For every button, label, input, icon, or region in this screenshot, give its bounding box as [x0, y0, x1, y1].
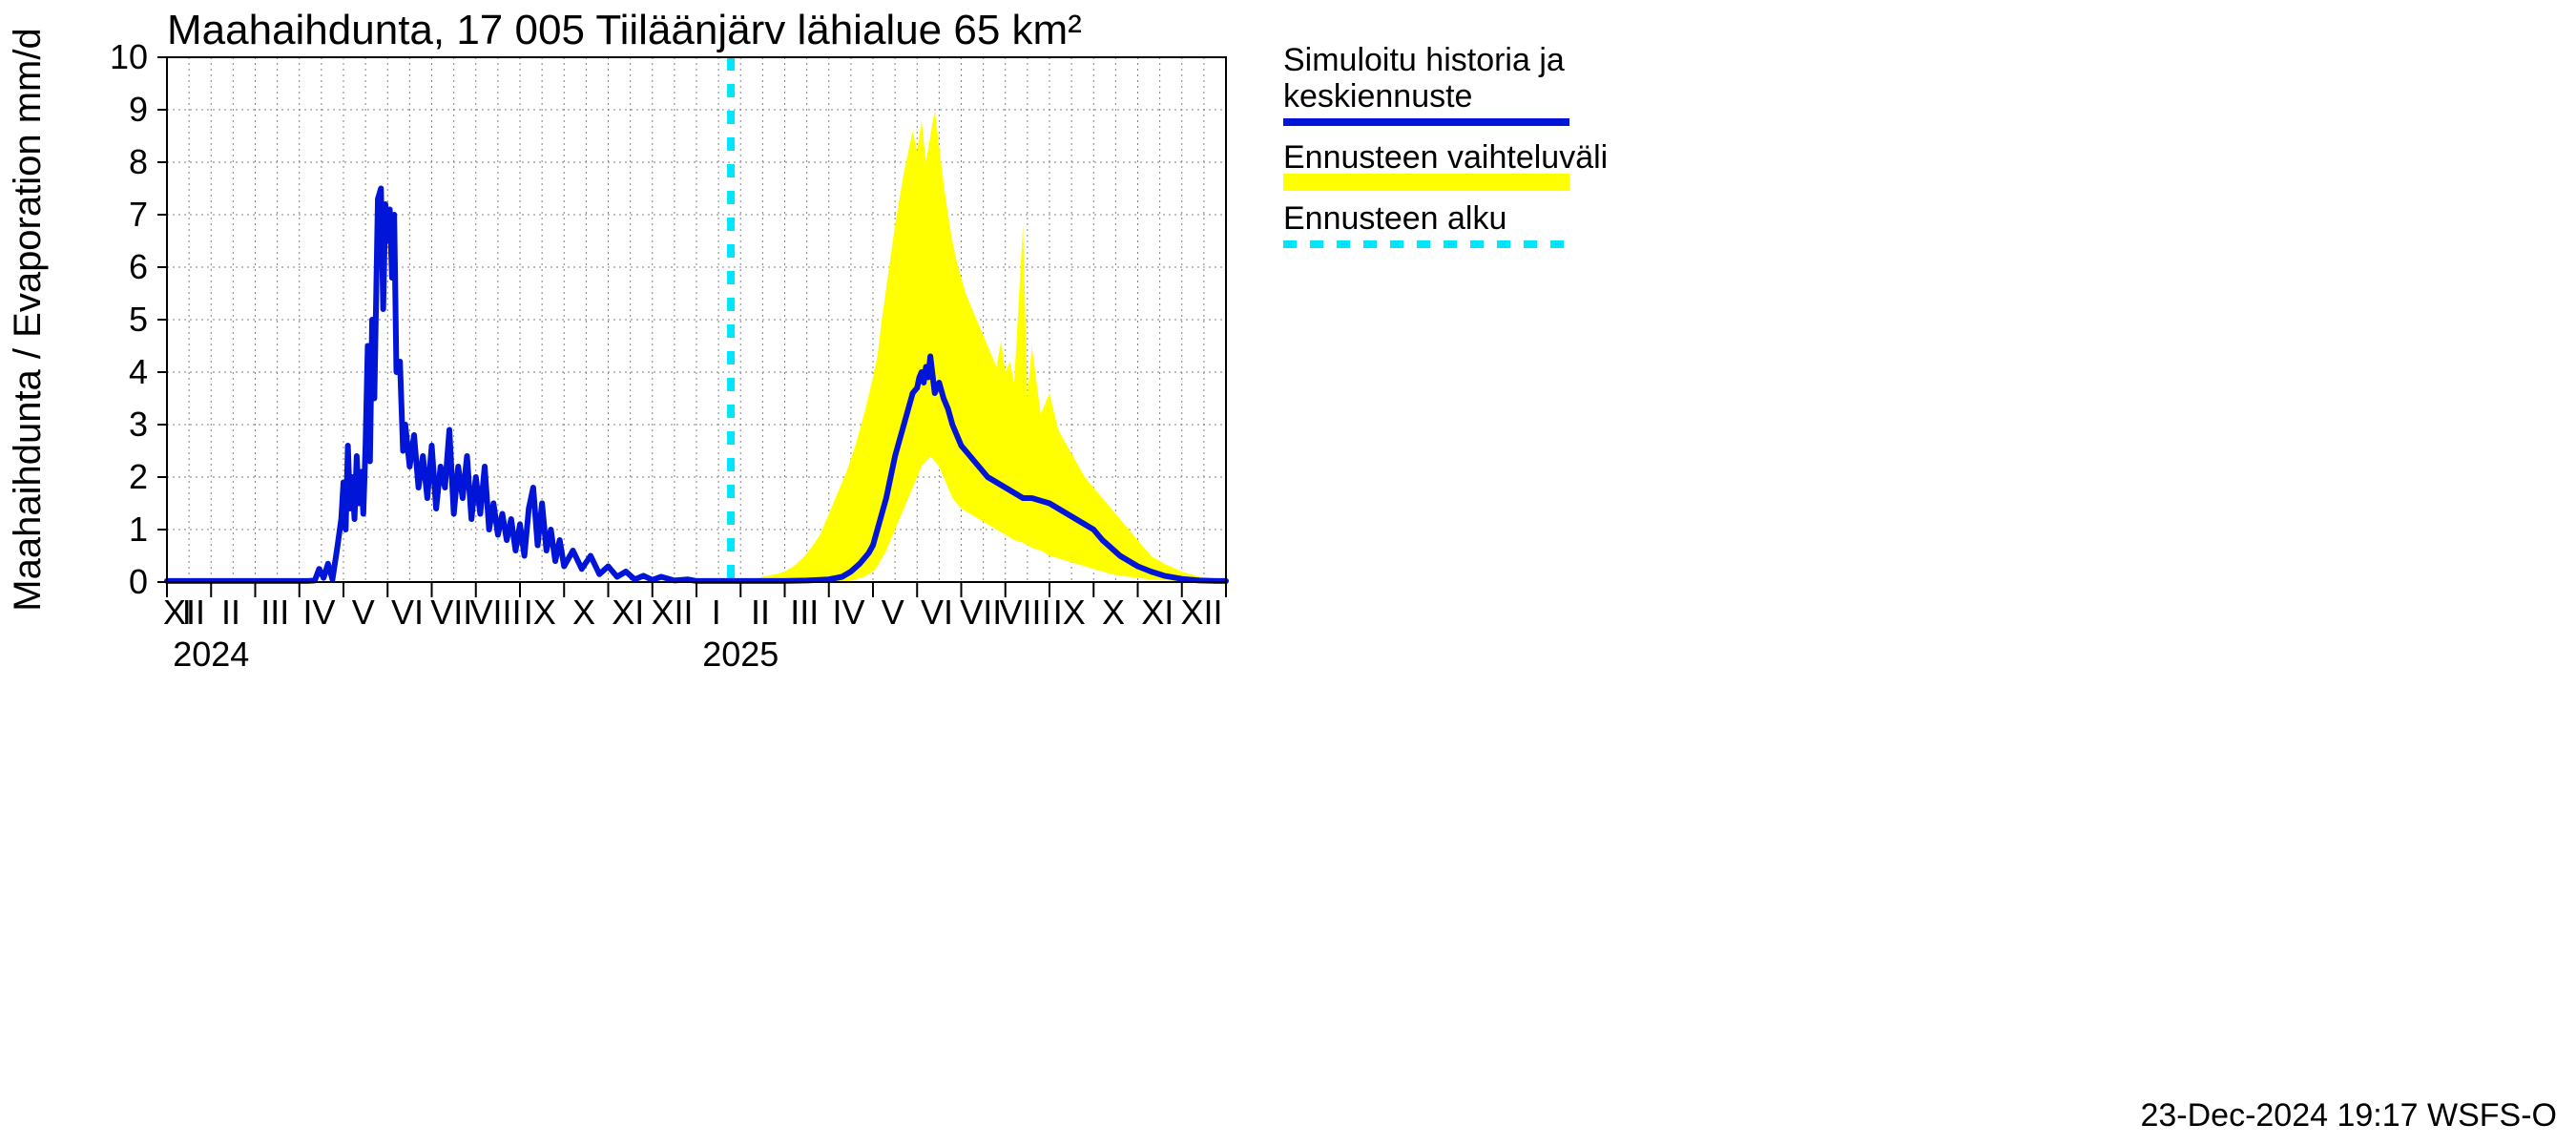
x-tick-label: VI — [391, 593, 424, 632]
x-tick-label: VII — [430, 593, 472, 632]
x-tick-label: III — [790, 593, 819, 632]
y-tick-label: 8 — [129, 142, 148, 181]
x-tick-label: X — [1102, 593, 1125, 632]
x-tick-label: V — [882, 593, 904, 632]
y-tick-label: 9 — [129, 90, 148, 129]
chart-container: 012345678910IIIIIIIVVVIVIIVIIIIXXXIXIIII… — [0, 0, 2576, 1145]
x-tick-label: V — [352, 593, 375, 632]
year-label: 2024 — [173, 635, 249, 674]
y-tick-label: 4 — [129, 352, 148, 391]
x-tick-label: I — [712, 593, 721, 632]
x-tick-label: IX — [524, 593, 556, 632]
year-label: 2025 — [702, 635, 779, 674]
x-tick-label: XII — [1181, 593, 1223, 632]
x-tick-label: XII — [652, 593, 694, 632]
y-tick-label: 6 — [129, 247, 148, 286]
y-tick-label: 1 — [129, 510, 148, 549]
y-tick-label: 2 — [129, 457, 148, 496]
x-tick-label: XI — [612, 593, 644, 632]
legend-label: keskiennuste — [1283, 78, 1472, 114]
legend-label: Ennusteen alku — [1283, 200, 1506, 237]
y-tick-label: 7 — [129, 195, 148, 234]
chart-title: Maahaihdunta, 17 005 Tiiläänjärv lähialu… — [167, 7, 1082, 53]
x-tick-label: IX — [1053, 593, 1086, 632]
x-tick-label: VIII — [470, 593, 522, 632]
chart-footer: 23-Dec-2024 19:17 WSFS-O — [2140, 1097, 2557, 1134]
x-tick-label: II — [221, 593, 240, 632]
x-tick-label: III — [260, 593, 289, 632]
chart-svg: 012345678910IIIIIIIVVVIVIIVIIIIXXXIXIIII… — [0, 0, 2576, 1145]
x-tick-label: X — [572, 593, 595, 632]
x-tick-label: VI — [921, 593, 953, 632]
x-tick-label: VII — [960, 593, 1002, 632]
legend-label: Ennusteen vaihteluväli — [1283, 139, 1608, 176]
x-tick-label: XII — [163, 593, 205, 632]
legend-label: Simuloitu historia ja — [1283, 42, 1565, 78]
legend-marker — [1283, 174, 1569, 191]
y-axis-label: Maahaihdunta / Evaporation mm/d — [7, 28, 49, 611]
x-tick-label: XI — [1141, 593, 1174, 632]
x-tick-label: II — [751, 593, 770, 632]
x-tick-label: IV — [303, 593, 336, 632]
y-tick-label: 10 — [110, 37, 148, 76]
x-tick-label: IV — [833, 593, 865, 632]
y-tick-label: 3 — [129, 405, 148, 444]
x-tick-label: VIII — [1000, 593, 1051, 632]
y-tick-label: 0 — [129, 562, 148, 601]
y-tick-label: 5 — [129, 300, 148, 339]
